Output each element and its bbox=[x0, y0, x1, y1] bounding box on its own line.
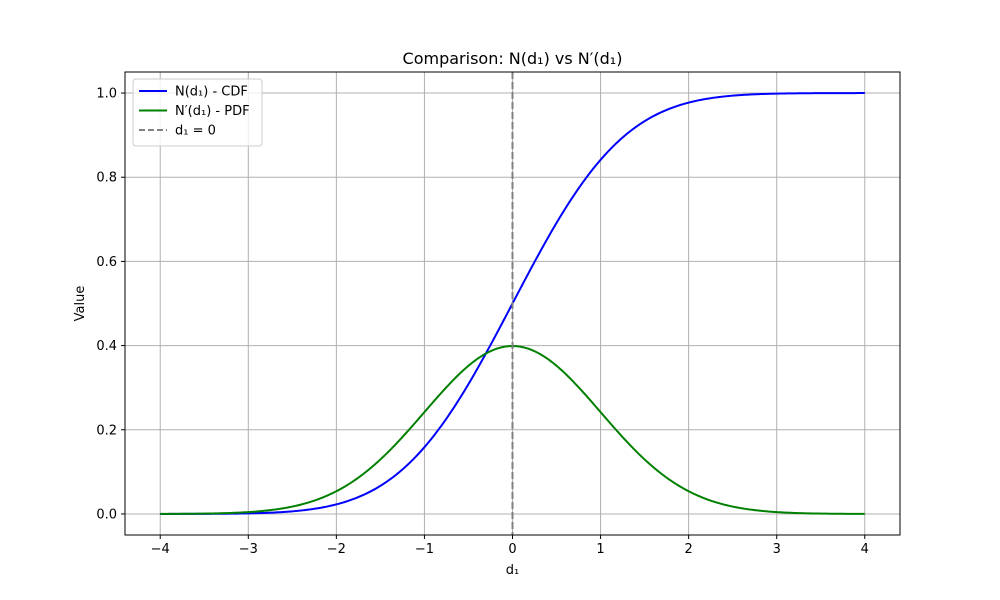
x-tick-label: 2 bbox=[684, 542, 692, 557]
x-tick-label: −3 bbox=[239, 542, 258, 557]
x-axis-label: d₁ bbox=[506, 563, 519, 578]
x-tick-label: −4 bbox=[151, 542, 170, 557]
plot-area bbox=[160, 72, 865, 535]
y-tick-label: 0.8 bbox=[96, 171, 117, 186]
x-tick-label: −2 bbox=[327, 542, 346, 557]
legend-label: d₁ = 0 bbox=[175, 124, 216, 139]
x-tick-label: 1 bbox=[596, 542, 604, 557]
y-tick-label: 0.2 bbox=[96, 423, 117, 438]
legend-label: N′(d₁) - PDF bbox=[175, 104, 250, 119]
x-tick-label: 3 bbox=[773, 542, 781, 557]
legend: N(d₁) - CDF N′(d₁) - PDF d₁ = 0 bbox=[132, 78, 263, 147]
y-tick-label: 0.4 bbox=[96, 339, 117, 354]
y-tick-label: 0.6 bbox=[96, 255, 117, 270]
chart-title: Comparison: N(d₁) vs N′(d₁) bbox=[403, 49, 623, 68]
y-axis: 0.0 0.2 0.4 0.6 0.8 1.0 bbox=[96, 87, 125, 522]
legend-box bbox=[132, 78, 263, 147]
y-axis-label: Value bbox=[73, 286, 88, 322]
y-tick-label: 1.0 bbox=[96, 87, 117, 102]
legend-label: N(d₁) - CDF bbox=[175, 85, 248, 100]
x-axis: −4 −3 −2 −1 0 1 2 3 4 bbox=[151, 535, 869, 557]
x-tick-label: 4 bbox=[861, 542, 869, 557]
x-tick-label: −1 bbox=[415, 542, 434, 557]
y-tick-label: 0.0 bbox=[96, 507, 117, 522]
x-tick-label: 0 bbox=[508, 542, 516, 557]
